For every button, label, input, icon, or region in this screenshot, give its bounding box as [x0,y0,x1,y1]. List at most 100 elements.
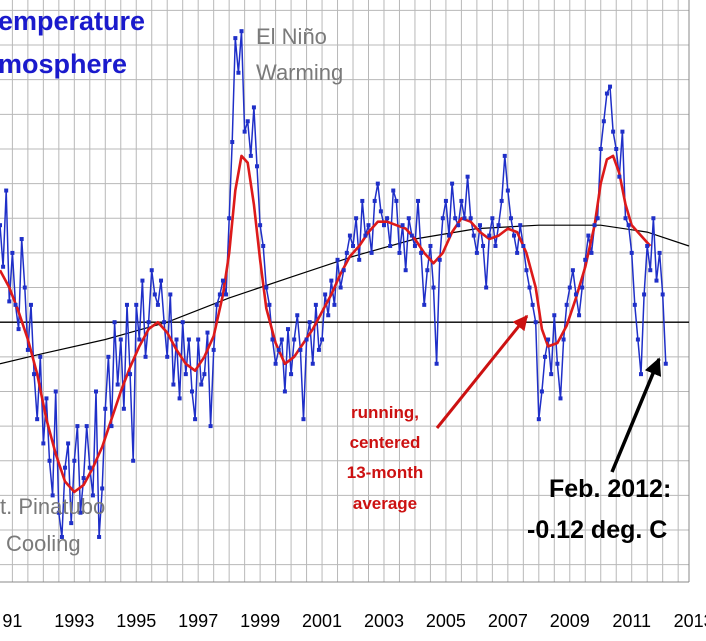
monthly-point-42 [128,372,133,377]
monthly-point-1 [1,264,6,269]
monthly-point-101 [310,361,315,366]
monthly-point-97 [298,347,303,352]
monthly-point-180 [555,361,560,366]
x-tick-label-6: 2003 [364,611,404,631]
monthly-point-143 [440,216,445,221]
monthly-point-132 [406,216,411,221]
monthly-point-153 [471,233,476,238]
monthly-point-112 [344,250,349,255]
monthly-point-68 [208,424,213,429]
monthly-point-144 [443,198,448,203]
x-tick-label-9: 2009 [550,611,590,631]
monthly-point-30 [90,493,95,498]
monthly-point-45 [137,337,142,342]
monthly-point-177 [546,337,551,342]
annotation-pinatubo-line-2: Cooling [6,531,81,556]
monthly-points [0,29,668,539]
annotation-feb-2012: Feb. 2012: -0.12 deg. C [527,357,671,544]
monthly-point-178 [549,372,554,377]
monthly-point-164 [505,188,510,193]
monthly-point-187 [577,313,582,318]
monthly-point-87 [267,302,272,307]
monthly-point-151 [465,174,470,179]
monthly-point-176 [543,354,548,359]
monthly-point-140 [431,285,436,290]
monthly-point-188 [580,285,585,290]
monthly-point-13 [38,354,43,359]
monthly-point-11 [32,372,37,377]
monthly-point-174 [536,417,541,422]
monthly-point-98 [301,417,306,422]
annotation-running-arrow [435,314,529,429]
monthly-point-189 [583,257,588,262]
monthly-point-34 [103,406,108,411]
monthly-point-117 [360,198,365,203]
annotation-feb-arrow [610,357,662,473]
annotation-running-line-3: 13-month [347,463,424,482]
monthly-point-172 [530,302,535,307]
monthly-point-167 [515,250,520,255]
monthly-point-173 [533,320,538,325]
monthly-point-121 [372,198,377,203]
monthly-point-84 [258,223,263,228]
monthly-point-135 [416,198,421,203]
monthly-point-28 [84,424,89,429]
annotation-feb-line-1: Feb. 2012: [549,475,671,503]
monthly-point-31 [93,389,98,394]
monthly-point-159 [490,216,495,221]
monthly-point-192 [592,223,597,228]
monthly-point-20 [59,534,64,539]
x-tick-label-0: 91 [2,611,22,631]
monthly-point-196 [604,91,609,96]
monthly-point-41 [124,302,129,307]
monthly-point-44 [134,302,139,307]
monthly-point-60 [183,372,188,377]
monthly-point-66 [202,372,207,377]
monthly-point-51 [155,302,160,307]
monthly-point-70 [214,302,219,307]
monthly-point-194 [598,146,603,151]
monthly-point-36 [109,424,114,429]
monthly-point-141 [434,361,439,366]
chart-title-line-2: mosphere [0,49,127,79]
monthly-point-103 [316,347,321,352]
trend-line [0,224,690,365]
monthly-point-211 [651,216,656,221]
monthly-point-213 [657,250,662,255]
monthly-point-104 [320,337,325,342]
monthly-point-50 [152,292,157,297]
monthly-point-123 [378,209,383,214]
monthly-point-81 [248,153,253,158]
monthly-point-40 [121,406,126,411]
monthly-point-169 [521,243,526,248]
monthly-point-35 [106,354,111,359]
monthly-point-205 [632,302,637,307]
grid-lines [0,0,690,583]
monthly-point-215 [663,361,668,366]
monthly-point-72 [220,278,225,283]
monthly-point-33 [100,486,105,491]
monthly-point-32 [97,534,102,539]
monthly-point-58 [177,396,182,401]
monthly-point-18 [53,389,58,394]
monthly-point-146 [450,181,455,186]
annotation-elnino-line-1: El Niño [256,24,327,49]
monthly-point-158 [487,233,492,238]
monthly-point-210 [648,268,653,273]
monthly-point-52 [159,278,164,283]
monthly-point-182 [561,337,566,342]
x-tick-label-8: 2007 [488,611,528,631]
monthly-point-108 [332,302,337,307]
monthly-point-96 [295,313,300,318]
monthly-point-14 [41,441,46,446]
monthly-point-56 [171,382,176,387]
x-tick-label-1: 1993 [54,611,94,631]
monthly-point-38 [115,382,120,387]
monthly-point-202 [623,216,628,221]
monthly-point-147 [453,216,458,221]
monthly-point-134 [412,243,417,248]
monthly-point-67 [205,330,210,335]
monthly-point-150 [462,216,467,221]
monthly-point-142 [437,257,442,262]
